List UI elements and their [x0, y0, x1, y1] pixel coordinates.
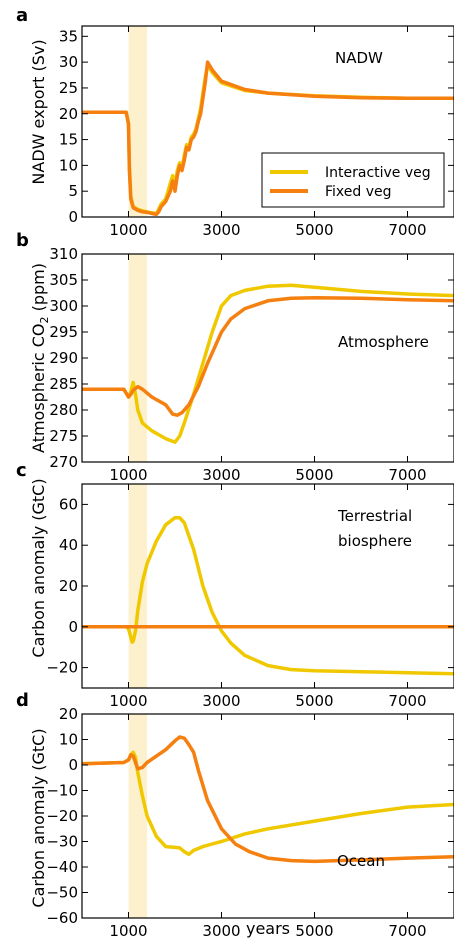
x-tick-label: 7000 [388, 221, 426, 239]
y-tick-label: −40 [46, 858, 78, 876]
y-tick-label: 285 [49, 375, 78, 393]
y-tick-label: 310 [49, 245, 78, 263]
panel-a: 1000 3000 5000 7000 0 5 10 15 20 25 30 35 a NADW ex… [16, 5, 454, 239]
annotation-biosphere: biosphere [338, 532, 412, 550]
series-b [82, 283, 454, 444]
annotation-nadw: NADW [335, 49, 383, 67]
y-tick-label: 305 [49, 271, 78, 289]
panel-letter-c: c [16, 460, 27, 481]
y-axis-label-d: Carbon anomaly (GtC) [29, 728, 48, 907]
panel-c: 1000 3000 5000 7000 −20 0 20 40 60 c Carbon anom… [16, 460, 454, 710]
x-tick-label: 1000 [109, 221, 147, 239]
y-axis-label-a: NADW export (Sv) [29, 39, 48, 184]
shade-band-d [128, 714, 148, 918]
y-tick-label: 275 [49, 427, 78, 445]
series-line-interactive [82, 750, 454, 857]
x-tick-label: 1000 [109, 466, 147, 484]
x-tick-label: 5000 [295, 922, 333, 940]
series-line-interactive [82, 283, 454, 444]
x-tick-label: 5000 [295, 221, 333, 239]
y-tick-label: 25 [59, 79, 78, 97]
panel-d: 1000 3000 5000 7000−60−50−40−30−20−1001020 … [16, 690, 454, 940]
ticks-a: 1000 3000 5000 7000 0 5 10 15 20 25 30 35 [59, 26, 454, 239]
x-tick-label: 5000 [295, 466, 333, 484]
y-tick-label: 270 [49, 453, 78, 471]
annotation-atmosphere: Atmosphere [338, 333, 429, 351]
shade-rect [128, 254, 148, 462]
annotation-terrestrial: Terrestrial [337, 507, 412, 525]
y-tick-label: 15 [59, 131, 78, 149]
y-tick-label: 0 [68, 756, 78, 774]
ticks-d: 1000 3000 5000 7000 −60 −50 −40 −30 −20 −10 0 10 20 [46, 705, 454, 940]
y-tick-label: −50 [46, 884, 78, 902]
annotation-ocean: Ocean [337, 852, 385, 870]
shade-band-c [128, 484, 148, 688]
y-tick-label: 20 [59, 105, 78, 123]
y-axis-label-c: Carbon anomaly (GtC) [29, 478, 48, 657]
y-tick-label: 0 [68, 208, 78, 226]
y-tick-label: 30 [59, 53, 78, 71]
legend-box [261, 152, 445, 208]
series-line-fixed [82, 60, 454, 217]
ticks-b: 1000 3000 5000 7000 270 275 280 285 290 295 300 305… [49, 245, 454, 484]
shade-band-a [128, 26, 148, 217]
series-line-interactive [82, 515, 454, 676]
y-tick-label: 0 [68, 618, 78, 636]
legend-label-interactive: Interactive veg [325, 165, 431, 181]
series-d [82, 735, 454, 864]
y-axis-label-b-tail: (ppm) [29, 263, 48, 316]
panel-letter-b: b [16, 230, 29, 251]
x-tick-label: 3000 [202, 221, 240, 239]
y-tick-label: −20 [46, 659, 78, 677]
y-tick-label: −20 [46, 807, 78, 825]
y-tick-label: 60 [59, 495, 78, 513]
x-tick-label: 1000 [109, 692, 147, 710]
y-tick-label: 10 [59, 731, 78, 749]
y-tick-label: 5 [68, 182, 78, 200]
y-tick-label: 10 [59, 156, 78, 174]
x-tick-label: 7000 [388, 466, 426, 484]
panel-letter-a: a [16, 5, 28, 26]
plot-frame-a [81, 25, 454, 218]
y-axis-label-b-main: Atmospheric CO [29, 324, 48, 453]
x-axis-label: years [246, 919, 290, 938]
y-tick-label: 20 [59, 705, 78, 723]
shade-band-b [128, 254, 148, 462]
shade-rect [128, 714, 148, 918]
series-c [82, 515, 454, 676]
y-tick-label: 20 [59, 577, 78, 595]
x-tick-label: 3000 [202, 922, 240, 940]
y-tick-label: 280 [49, 401, 78, 419]
x-tick-label: 7000 [388, 692, 426, 710]
y-tick-label: 295 [49, 323, 78, 341]
y-axis-label-b-sub: 2 [38, 317, 51, 324]
y-tick-label: 290 [49, 349, 78, 367]
legend-label-fixed: Fixed veg [325, 184, 392, 200]
shade-rect [128, 26, 148, 217]
y-axis-label-b: Atmospheric CO2 (ppm) [29, 263, 51, 453]
x-tick-label: 3000 [202, 692, 240, 710]
panel-b: 1000 3000 5000 7000 270 275 280 285 290 295 300 305… [16, 230, 454, 484]
panel-letter-d: d [16, 690, 29, 711]
series-a [82, 60, 454, 217]
x-tick-label: 1000 [109, 922, 147, 940]
y-tick-label: −10 [46, 782, 78, 800]
y-tick-label: 300 [49, 297, 78, 315]
y-tick-label: 35 [59, 27, 78, 45]
series-line-fixed [82, 295, 454, 417]
shade-rect [128, 484, 148, 688]
ticks-c: 1000 3000 5000 7000 −20 0 20 40 60 [46, 484, 454, 710]
legend: Interactive veg Fixed veg [261, 152, 445, 208]
x-tick-label: 5000 [295, 692, 333, 710]
y-tick-label: −30 [46, 833, 78, 851]
x-tick-label: 7000 [388, 922, 426, 940]
x-tick-label: 3000 [202, 466, 240, 484]
y-tick-label: −60 [46, 909, 78, 927]
y-tick-label: 40 [59, 536, 78, 554]
series-line-fixed [82, 735, 454, 864]
